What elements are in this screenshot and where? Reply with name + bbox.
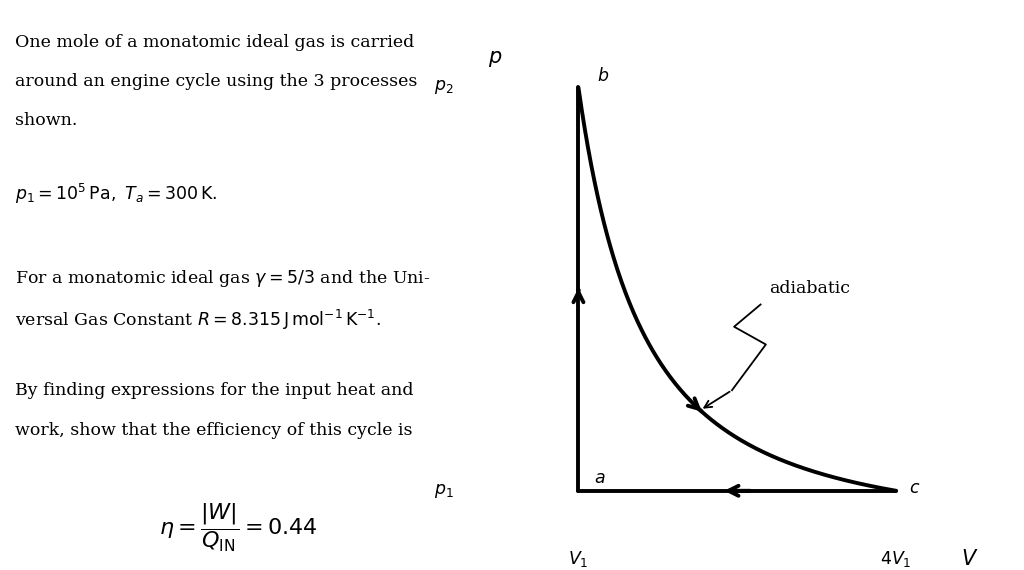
Text: $4V_1$: $4V_1$ [881,548,912,568]
Text: By finding expressions for the input heat and: By finding expressions for the input hea… [15,382,414,399]
Text: For a monatomic ideal gas $\gamma = 5/3$ and the Uni-: For a monatomic ideal gas $\gamma = 5/3$… [15,268,430,289]
Text: $p_2$: $p_2$ [434,79,454,96]
Text: One mole of a monatomic ideal gas is carried: One mole of a monatomic ideal gas is car… [15,34,414,51]
Text: $c$: $c$ [909,480,921,497]
Text: adiabatic: adiabatic [769,280,850,298]
Text: $p_1 = 10^5\,\mathrm{Pa},\ T_a = 300\,\mathrm{K}.$: $p_1 = 10^5\,\mathrm{Pa},\ T_a = 300\,\m… [15,182,217,206]
Text: around an engine cycle using the 3 processes: around an engine cycle using the 3 proce… [15,73,417,90]
Text: versal Gas Constant $R = 8.315\,\mathrm{J\,mol^{-1}\,K^{-1}}$.: versal Gas Constant $R = 8.315\,\mathrm{… [15,308,381,332]
Text: $V_1$: $V_1$ [568,548,589,568]
Text: $b$: $b$ [597,67,609,86]
Text: work, show that the efficiency of this cycle is: work, show that the efficiency of this c… [15,422,413,439]
Text: $a$: $a$ [594,470,606,487]
Text: $p_1$: $p_1$ [434,482,454,500]
Text: $p$: $p$ [488,49,503,69]
Text: $\eta = \dfrac{|W|}{Q_{\mathrm{IN}}} = 0.44$: $\eta = \dfrac{|W|}{Q_{\mathrm{IN}}} = 0… [159,502,317,554]
Text: $V$: $V$ [961,548,978,568]
Text: shown.: shown. [15,112,77,129]
